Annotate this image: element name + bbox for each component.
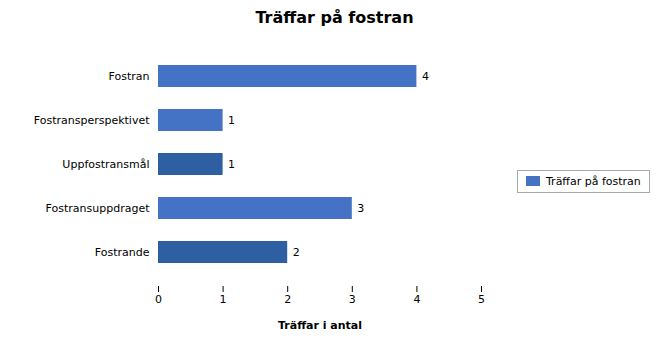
svg-text:Fostrande: Fostrande: [95, 246, 150, 259]
svg-text:1: 1: [228, 158, 235, 171]
html-text:Träffar på fostran: Träffar på fostran: [255, 8, 414, 27]
svg-text:Fostransuppdraget: Fostransuppdraget: [46, 202, 151, 215]
svg-text:3: 3: [349, 293, 356, 306]
svg-text:2: 2: [284, 293, 291, 306]
svg-text:2: 2: [293, 246, 300, 259]
svg-text:Fostran: Fostran: [109, 70, 150, 83]
svg-text:1: 1: [228, 114, 235, 127]
svg-text:Träffar i antal: Träffar i antal: [278, 319, 362, 332]
svg-text:4: 4: [413, 293, 420, 306]
svg-text:5: 5: [478, 293, 485, 306]
svg-text:Uppfostransmål: Uppfostransmål: [62, 158, 149, 171]
svg-text:3: 3: [357, 202, 364, 215]
svg-text:1: 1: [220, 293, 227, 306]
svg-text:0: 0: [155, 293, 162, 306]
svg-text:4: 4: [422, 70, 429, 83]
svg-text:Fostransperspektivet: Fostransperspektivet: [34, 114, 150, 127]
html-text:Träffar på fostran: Träffar på fostran: [546, 174, 641, 188]
